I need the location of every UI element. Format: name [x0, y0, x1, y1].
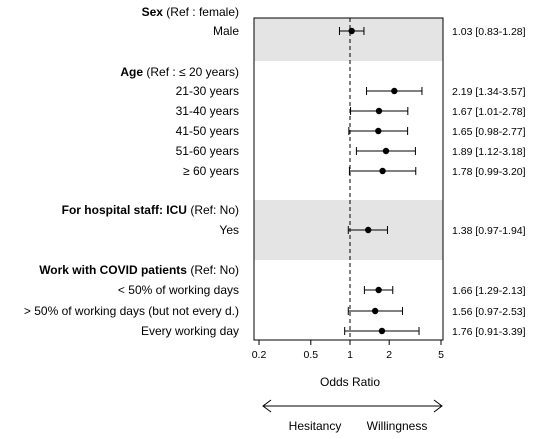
x-tick-label: 0.2 — [252, 349, 267, 361]
ci-text: 2.19 [1.34-3.57] — [452, 86, 526, 98]
point-estimate — [391, 87, 398, 95]
group-title-ref: (Ref : female) — [163, 5, 239, 19]
row-label: 51-60 years — [176, 144, 239, 158]
point-estimate — [382, 147, 390, 155]
ci-text: 1.89 [1.12-3.18] — [452, 146, 526, 158]
group-title: Sex (Ref : female) — [142, 5, 239, 19]
ci-text: 1.67 [1.01-2.78] — [452, 106, 526, 118]
row-label: 31-40 years — [176, 104, 239, 118]
point-estimate — [375, 107, 383, 115]
group-title-ref: (Ref: No) — [187, 203, 239, 217]
point-estimate — [365, 226, 372, 234]
direction-label-left: Hesitancy — [289, 419, 342, 433]
ci-text: 1.66 [1.29-2.13] — [452, 285, 526, 297]
row-label: Male — [213, 24, 239, 38]
arrow-head-left — [262, 399, 272, 413]
arrow-head-right — [433, 399, 443, 413]
group-title: Work with COVID patients (Ref: No) — [39, 263, 239, 277]
row-label: > 50% of working days (but not every d.) — [24, 304, 239, 318]
group-title-bold: Age — [120, 65, 143, 79]
ci-text: 1.56 [0.97-2.53] — [452, 306, 526, 318]
ci-text: 1.38 [0.97-1.94] — [452, 225, 526, 237]
point-estimate — [375, 286, 382, 294]
group-shade-band — [254, 18, 443, 61]
group-title-bold: For hospital staff: ICU — [62, 203, 187, 217]
group-title: For hospital staff: ICU (Ref: No) — [62, 203, 239, 217]
row-label: < 50% of working days — [118, 283, 239, 297]
x-tick-label: 0.5 — [304, 349, 319, 361]
x-tick-label: 5 — [438, 349, 444, 361]
group-title-bold: Sex — [142, 5, 164, 19]
group-title-bold: Work with COVID patients — [39, 263, 187, 277]
point-estimate — [348, 27, 355, 35]
point-estimate — [378, 327, 386, 335]
x-tick-label: 1 — [347, 349, 353, 361]
ci-text: 1.76 [0.91-3.39] — [452, 326, 526, 338]
direction-label-right: Willingness — [367, 419, 428, 433]
point-estimate — [379, 167, 386, 175]
x-tick-label: 2 — [386, 349, 392, 361]
row-label: ≥ 60 years — [183, 164, 239, 178]
ci-text: 1.78 [0.99-3.20] — [452, 166, 526, 178]
plot-frame — [253, 17, 444, 341]
row-label: 21-30 years — [176, 84, 239, 98]
group-title: Age (Ref : ≤ 20 years) — [120, 65, 239, 79]
point-estimate — [375, 127, 382, 135]
group-title-ref: (Ref: No) — [187, 263, 239, 277]
row-label: 41-50 years — [176, 124, 239, 138]
ci-text: 1.65 [0.98-2.77] — [452, 126, 526, 138]
ci-text: 1.03 [0.83-1.28] — [452, 26, 526, 38]
point-estimate — [371, 307, 379, 315]
x-axis-title: Odds Ratio — [320, 375, 380, 389]
group-title-ref: (Ref : ≤ 20 years) — [143, 65, 239, 79]
row-label: Every working day — [141, 324, 239, 338]
row-label: Yes — [219, 223, 239, 237]
